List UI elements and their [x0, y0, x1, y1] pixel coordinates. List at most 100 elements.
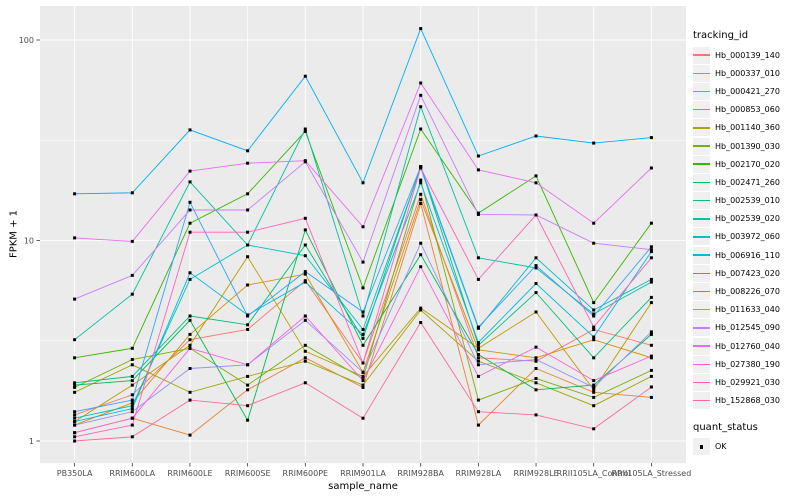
legend-key [693, 264, 710, 282]
legend-key-line-icon [693, 272, 710, 275]
x-tick-label: RRIM600PE [283, 469, 329, 478]
y-tick-label: 10 [24, 237, 34, 246]
legend-title-tracking-id: tracking_id [693, 30, 749, 41]
legend-key-line-icon [693, 181, 710, 184]
legend-item-label: Hb_002539_010 [715, 196, 780, 206]
legend-key [693, 46, 710, 64]
legend: tracking_id Hb_000139_140 Hb_000337_010 Hb… [693, 30, 799, 456]
x-tick-label: PB350LA [57, 469, 93, 478]
legend-key-line-icon [693, 54, 710, 56]
legend-key [693, 283, 710, 301]
legend-item: Hb_008226_070 [693, 282, 799, 301]
legend-key-line-icon [693, 327, 710, 329]
legend-item: Hb_000421_270 [693, 82, 799, 100]
x-tick-label: RRIM928BA [397, 469, 444, 478]
legend-item-label: Hb_012545_090 [715, 323, 780, 333]
legend-item: Hb_001140_360 [693, 119, 799, 137]
legend-key [693, 82, 710, 100]
legend-item-label: Hb_000421_270 [715, 86, 780, 96]
legend-key [693, 119, 710, 137]
legend-item-label: Hb_001140_360 [715, 123, 780, 133]
legend-key [693, 210, 710, 228]
legend-item-label: Hb_001390_030 [715, 141, 780, 151]
legend-item: Hb_002539_020 [693, 210, 799, 228]
legend-item: Hb_006916_110 [693, 246, 799, 264]
y-tick-label: 1 [29, 437, 34, 446]
legend-item-label: Hb_002471_260 [715, 177, 780, 187]
legend-item: Hb_000337_010 [693, 64, 799, 82]
x-tick-label: RRIM928LA [455, 469, 501, 478]
legend-item: Hb_002471_260 [693, 173, 799, 191]
legend-key-line-icon [693, 145, 710, 147]
x-axis-title: sample_name [328, 481, 398, 492]
quant-status-markers [73, 27, 653, 443]
legend-item-label: OK [715, 442, 727, 452]
legend-item-label: Hb_027380_190 [715, 359, 780, 369]
x-tick-label: RRII105LA_Control [557, 469, 631, 478]
legend-item: Hb_012545_090 [693, 319, 799, 337]
legend-key [693, 246, 710, 264]
legend-key [693, 438, 710, 456]
y-tick-label: 100 [19, 36, 34, 45]
legend-key [693, 64, 710, 82]
x-tick-label: RRIM600LA [109, 469, 155, 478]
legend-item: Hb_152868_030 [693, 392, 799, 410]
legend-key-line-icon [693, 163, 710, 165]
legend-key-line-icon [693, 363, 710, 366]
x-tick-label: RRIM600LE [167, 469, 212, 478]
legend-item-label: Hb_000139_140 [715, 50, 780, 60]
legend-item-label: Hb_003972_060 [715, 232, 780, 242]
legend-item-quant: OK [693, 438, 799, 456]
x-tick-label: RRII105LA_Stressed [611, 469, 691, 478]
legend-item-label: Hb_002539_020 [715, 214, 780, 224]
legend-key [693, 392, 710, 410]
legend-key [693, 337, 710, 355]
legend-item-label: Hb_002170_020 [715, 159, 780, 169]
legend-key [693, 319, 710, 337]
legend-item-label: Hb_011633_040 [715, 305, 780, 315]
legend-series-items: Hb_000139_140 Hb_000337_010 Hb_000421_270 H… [693, 46, 799, 410]
legend-item: Hb_027380_190 [693, 355, 799, 373]
legend-item: Hb_003972_060 [693, 228, 799, 246]
legend-key-line-icon [693, 345, 710, 347]
legend-key-line-icon [693, 399, 710, 402]
x-tick-label: RRIM928LE [513, 469, 558, 478]
legend-key [693, 101, 710, 119]
legend-item-label: Hb_152868_030 [715, 396, 780, 406]
legend-key [693, 228, 710, 246]
legend-item: Hb_012760_040 [693, 337, 799, 355]
legend-key [693, 301, 710, 319]
legend-key-line-icon [693, 72, 710, 75]
legend-key [693, 137, 710, 155]
legend-key-line-icon [693, 290, 710, 293]
legend-key-line-icon [693, 90, 710, 93]
y-axis-title: FPKM + 1 [8, 209, 20, 259]
legend-item-label: Hb_006916_110 [715, 250, 780, 260]
legend-key-line-icon [693, 308, 710, 311]
legend-key-line-icon [693, 127, 710, 129]
legend-item-label: Hb_000853_060 [715, 105, 780, 115]
legend-item: Hb_002170_020 [693, 155, 799, 173]
legend-item: Hb_007423_020 [693, 264, 799, 282]
legend-item: Hb_029921_030 [693, 373, 799, 391]
legend-item-label: Hb_008226_070 [715, 287, 780, 297]
legend-item: Hb_011633_040 [693, 301, 799, 319]
legend-item-label: Hb_000337_010 [715, 68, 780, 78]
x-tick-label: RRIM901LA [340, 469, 386, 478]
legend-item-label: Hb_007423_020 [715, 268, 780, 278]
black-square-point-icon [699, 445, 704, 449]
x-tick-label: RRIM600SE [225, 469, 271, 478]
legend-item-label: Hb_029921_030 [715, 377, 780, 387]
legend-key-line-icon [693, 108, 710, 111]
legend-key-line-icon [693, 381, 710, 384]
legend-title-quant-status: quant_status [693, 421, 758, 433]
legend-key-line-icon [693, 236, 710, 238]
legend-item: Hb_000139_140 [693, 46, 799, 64]
legend-key-line-icon [693, 199, 710, 202]
legend-key [693, 155, 710, 173]
legend-key [693, 373, 710, 391]
legend-quant-items: OK [693, 438, 799, 456]
legend-item: Hb_002539_010 [693, 192, 799, 210]
